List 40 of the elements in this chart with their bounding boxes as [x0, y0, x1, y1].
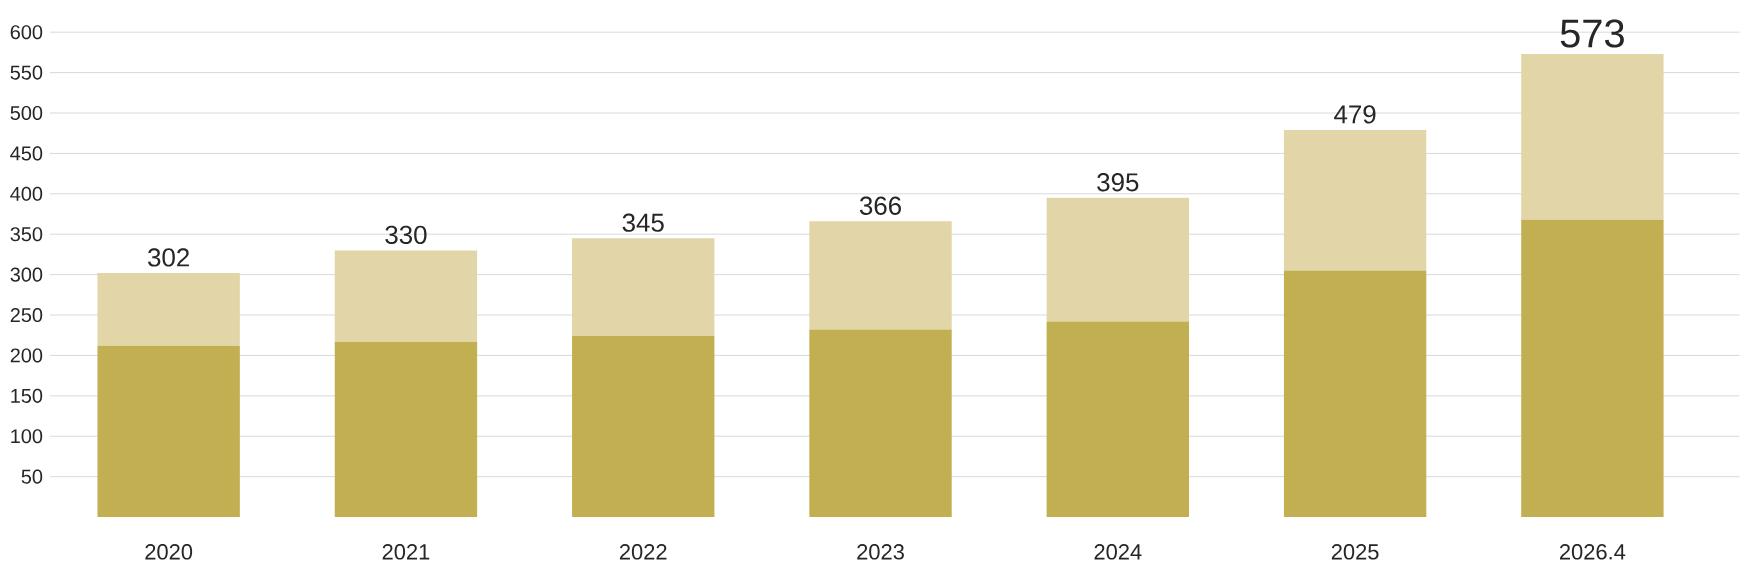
bar — [334, 341, 478, 518]
bar — [1521, 219, 1664, 518]
total-label: 573 — [1560, 19, 1624, 48]
total-label: 366 — [859, 196, 901, 215]
x-tick-label: 2023 — [857, 544, 904, 560]
x-tick-label: 2026.4 — [1559, 544, 1626, 560]
bar — [572, 336, 715, 518]
bar — [1521, 54, 1664, 220]
bar — [1046, 197, 1189, 322]
x-tick-label: 2022 — [619, 544, 667, 560]
y-tick-label: 400 — [10, 186, 43, 201]
y-tick-label: 350 — [10, 227, 43, 242]
bar — [809, 221, 952, 330]
total-label: 479 — [1334, 105, 1376, 124]
bar — [572, 238, 715, 337]
total-label: 345 — [622, 213, 664, 232]
total-label: 395 — [1097, 173, 1139, 192]
bar — [1283, 130, 1427, 271]
bar — [1283, 270, 1427, 518]
bar — [809, 329, 952, 518]
x-tick-label: 2025 — [1331, 544, 1379, 560]
y-tick-label: 450 — [10, 146, 43, 161]
y-tick-label: 550 — [10, 65, 43, 80]
total-label: 330 — [385, 225, 427, 245]
bar — [97, 273, 240, 346]
x-tick-label: 2020 — [145, 544, 193, 560]
y-tick-label: 300 — [10, 267, 43, 282]
y-tick-label: 100 — [11, 429, 43, 444]
y-tick-label: 50 — [21, 469, 43, 484]
bar — [334, 250, 478, 342]
y-tick-label: 500 — [10, 106, 43, 121]
x-tick-label: 2021 — [382, 544, 430, 560]
x-tick-label: 2024 — [1094, 544, 1142, 560]
bar — [97, 345, 240, 518]
bar — [1046, 321, 1189, 518]
y-tick-label: 200 — [10, 348, 43, 363]
y-tick-label: 150 — [11, 388, 43, 403]
total-label: 302 — [148, 248, 189, 267]
y-tick-label: 600 — [10, 25, 43, 40]
y-tick-label: 250 — [10, 308, 43, 323]
